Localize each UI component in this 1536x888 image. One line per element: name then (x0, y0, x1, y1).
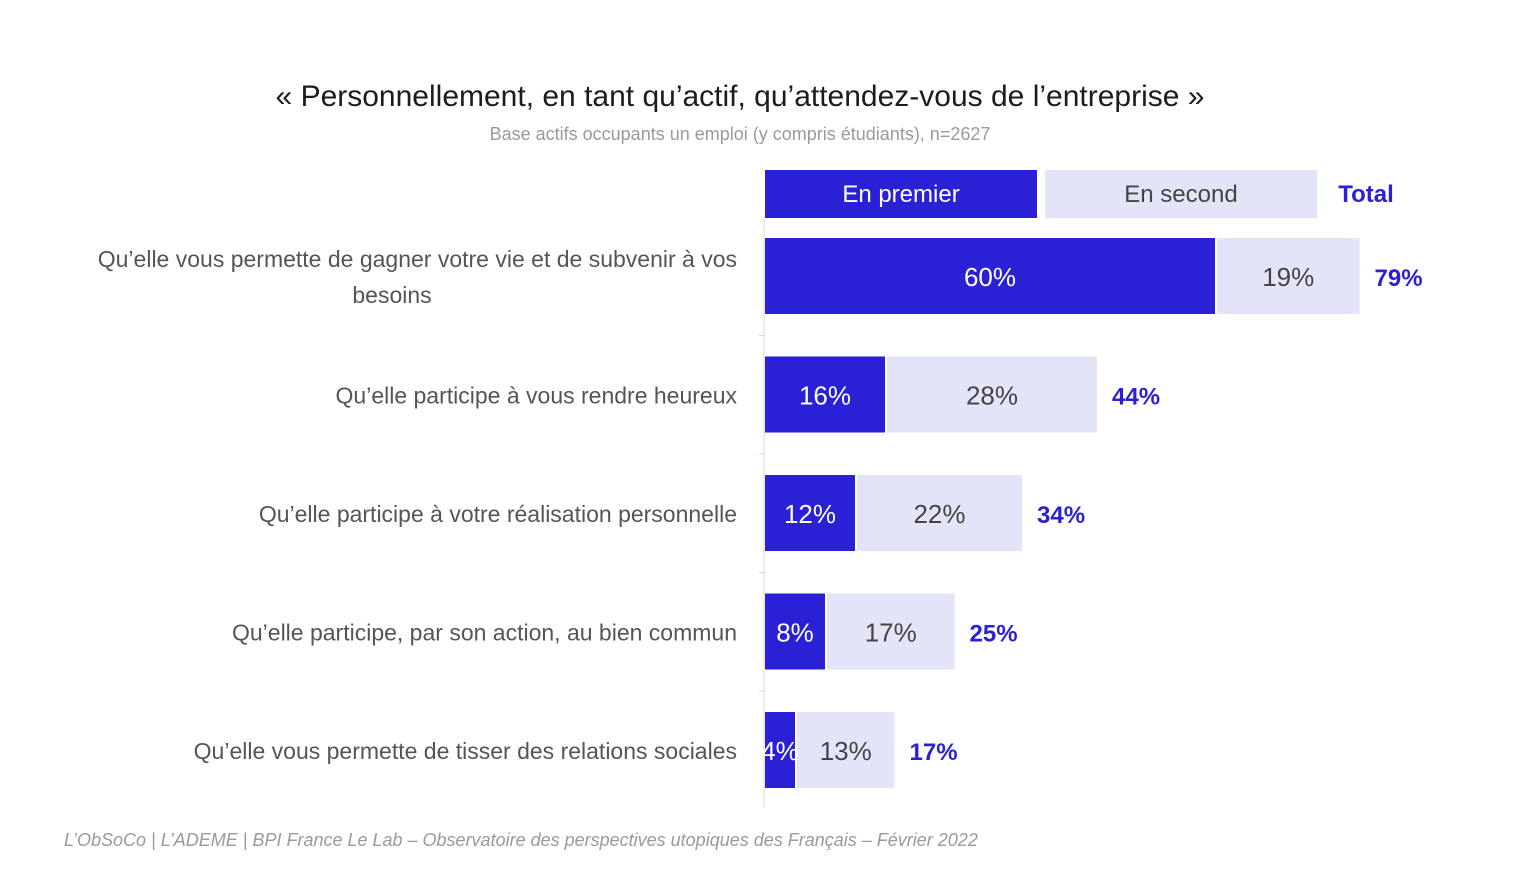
bar-second (887, 356, 1097, 433)
bar-first (765, 712, 795, 788)
value-label-total: 25% (970, 621, 1018, 648)
bar-first (765, 475, 855, 551)
value-label-first: 16% (799, 381, 851, 411)
value-label-second: 13% (820, 736, 872, 766)
bar-second (857, 475, 1022, 551)
value-label-first: 12% (784, 499, 836, 529)
bar-second (827, 593, 955, 670)
value-label-second: 28% (966, 381, 1018, 411)
source-note: L’ObSoCo | L’ADEME | BPI France Le Lab –… (64, 830, 978, 850)
bar-second (1217, 238, 1360, 314)
bar-second (797, 712, 895, 788)
chart-title: « Personnellement, en tant qu’actif, qu’… (275, 80, 1205, 113)
value-label-first: 60% (964, 262, 1016, 292)
value-label-second: 17% (865, 618, 917, 648)
legend-label-second: En second (1124, 181, 1237, 208)
value-label-second: 19% (1262, 262, 1314, 292)
legend-swatch-second (1045, 170, 1317, 218)
category-label: Qu’elle participe à vous rendre heureux (336, 383, 738, 409)
bar-first (765, 356, 885, 433)
chart-subtitle: Base actifs occupants un emploi (y compr… (489, 124, 991, 144)
value-label-total: 17% (910, 739, 958, 766)
value-label-total: 44% (1112, 384, 1160, 411)
category-label: Qu’elle participe, par son action, au bi… (232, 620, 737, 646)
value-label-total: 34% (1037, 502, 1085, 529)
category-label: Qu’elle vous permette de gagner votre vi… (98, 246, 737, 272)
value-label-first: 8% (776, 618, 814, 648)
category-label: Qu’elle vous permette de tisser des rela… (194, 738, 737, 764)
category-label: besoins (352, 282, 431, 308)
legend-swatch-first (765, 170, 1037, 218)
bar-first (765, 238, 1215, 314)
bar-first (765, 593, 825, 670)
value-label-first: 4% (761, 736, 799, 766)
category-label: Qu’elle participe à votre réalisation pe… (259, 501, 737, 527)
value-label-second: 22% (913, 499, 965, 529)
legend-label-first: En premier (842, 181, 959, 208)
value-label-total: 79% (1375, 265, 1423, 292)
legend-label-total: Total (1338, 181, 1394, 208)
